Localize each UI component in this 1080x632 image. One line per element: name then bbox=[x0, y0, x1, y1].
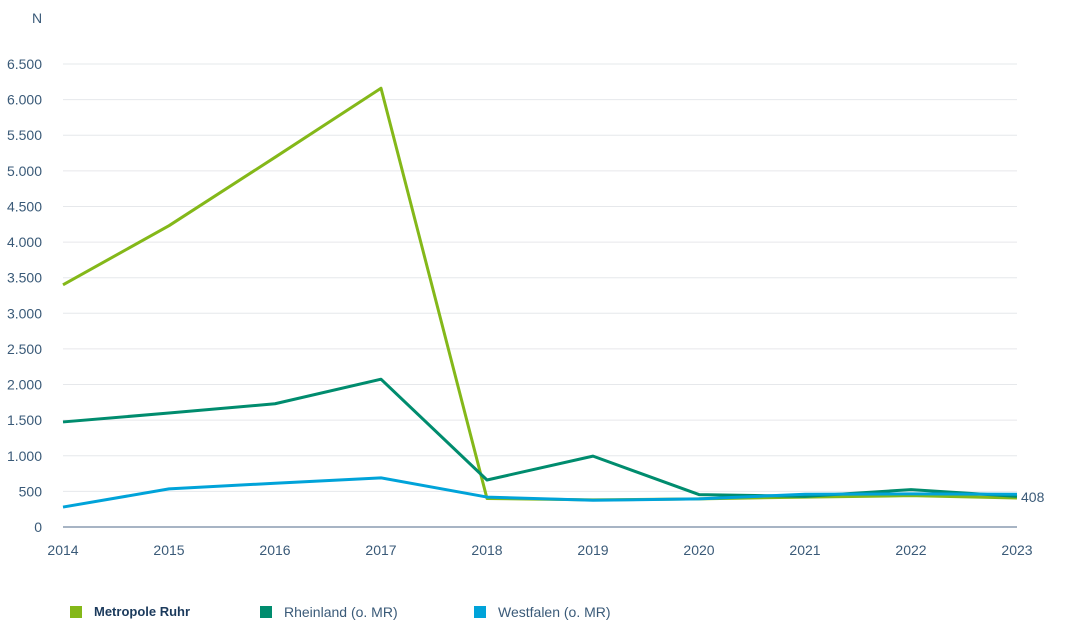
series-line-metropole-ruhr bbox=[62, 86, 1018, 502]
x-tick-label: 2014 bbox=[47, 542, 78, 558]
legend-swatch bbox=[260, 606, 272, 618]
x-tick-label: 2019 bbox=[577, 542, 608, 558]
y-tick-label: 3.500 bbox=[7, 270, 42, 286]
x-tick-label: 2021 bbox=[789, 542, 820, 558]
legend-swatch bbox=[474, 606, 486, 618]
x-tick-label: 2018 bbox=[471, 542, 502, 558]
legend-label: Metropole Ruhr bbox=[94, 604, 191, 619]
series-line-rheinland-o-mr- bbox=[62, 377, 1018, 498]
y-tick-label: 500 bbox=[19, 483, 43, 499]
y-tick-label: 1.500 bbox=[7, 412, 42, 428]
legend-item: Rheinland (o. MR) bbox=[260, 604, 398, 620]
y-tick-label: 1.000 bbox=[7, 448, 42, 464]
y-tick-label: 5.000 bbox=[7, 163, 42, 179]
x-tick-label: 2017 bbox=[365, 542, 396, 558]
legend-label: Westfalen (o. MR) bbox=[498, 604, 611, 620]
y-tick-label: 5.500 bbox=[7, 127, 42, 143]
y-tick-label: 4.500 bbox=[7, 198, 42, 214]
y-tick-label: 0 bbox=[34, 519, 42, 535]
y-tick-label: 4.000 bbox=[7, 234, 42, 250]
end-value-label: 408 bbox=[1021, 489, 1045, 505]
legend-item: Westfalen (o. MR) bbox=[474, 604, 611, 620]
legend-swatch bbox=[70, 605, 82, 618]
x-tick-label: 2020 bbox=[683, 542, 714, 558]
x-tick-label: 2023 bbox=[1001, 542, 1032, 558]
y-tick-label: 2.500 bbox=[7, 341, 42, 357]
line-chart: N 0 500 1.000 1.500 2.000 2.500 3.000 3.500 4.00… bbox=[7, 10, 1045, 558]
y-axis-label: N bbox=[32, 10, 42, 26]
y-tick-label: 6.500 bbox=[7, 56, 42, 72]
y-tick-label: 2.000 bbox=[7, 377, 42, 393]
legend-label: Rheinland (o. MR) bbox=[284, 604, 398, 620]
y-tick-label: 6.000 bbox=[7, 92, 42, 108]
series-line-westfalen-o-mr- bbox=[62, 476, 1018, 509]
x-tick-label: 2022 bbox=[895, 542, 926, 558]
x-tick-label: 2015 bbox=[153, 542, 184, 558]
x-tick-label: 2016 bbox=[259, 542, 290, 558]
y-tick-label: 3.000 bbox=[7, 305, 42, 321]
legend-item: Metropole Ruhr bbox=[70, 604, 190, 619]
